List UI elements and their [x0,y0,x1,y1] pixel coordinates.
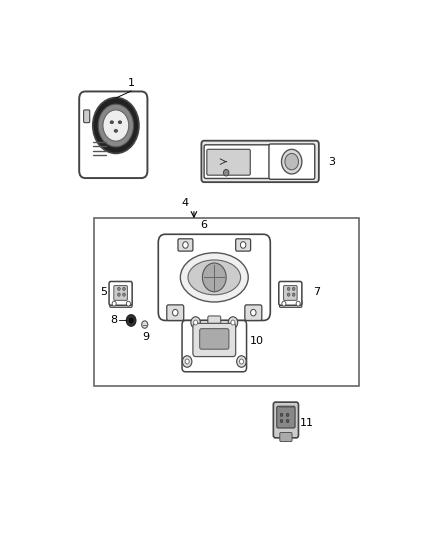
Text: 6: 6 [201,220,208,230]
Circle shape [293,293,295,296]
Circle shape [173,309,178,316]
FancyBboxPatch shape [280,432,292,441]
Circle shape [237,356,246,367]
FancyBboxPatch shape [236,239,251,251]
Circle shape [185,359,189,364]
FancyBboxPatch shape [273,402,298,438]
Circle shape [240,241,246,248]
Circle shape [286,413,289,416]
FancyBboxPatch shape [167,305,184,320]
Circle shape [141,321,148,328]
Text: 9: 9 [142,332,149,342]
Text: 4: 4 [182,198,189,208]
Circle shape [127,301,131,306]
Circle shape [93,98,139,154]
Ellipse shape [114,130,117,132]
Circle shape [98,104,134,147]
Text: 5: 5 [100,287,107,297]
Circle shape [285,154,298,170]
Circle shape [123,293,125,296]
FancyBboxPatch shape [269,144,315,179]
Circle shape [223,169,229,176]
Circle shape [293,287,295,290]
FancyBboxPatch shape [110,300,132,308]
Circle shape [282,149,302,174]
Circle shape [287,287,290,290]
Circle shape [103,110,129,141]
Circle shape [202,263,226,292]
FancyBboxPatch shape [158,235,270,320]
Circle shape [112,301,116,306]
FancyBboxPatch shape [279,281,302,305]
FancyBboxPatch shape [277,406,295,428]
Circle shape [282,301,286,306]
Circle shape [194,320,198,325]
FancyBboxPatch shape [178,239,193,251]
Ellipse shape [110,121,113,124]
FancyBboxPatch shape [208,316,221,327]
Circle shape [296,301,300,306]
Text: 8: 8 [110,316,117,326]
Circle shape [280,413,283,416]
Circle shape [251,309,256,316]
Text: 1: 1 [127,78,134,88]
FancyBboxPatch shape [182,320,247,372]
Circle shape [287,293,290,296]
Circle shape [123,287,125,290]
Text: 3: 3 [328,157,335,167]
Circle shape [286,419,289,423]
FancyBboxPatch shape [201,141,319,182]
FancyBboxPatch shape [283,286,297,301]
Circle shape [117,293,120,296]
FancyBboxPatch shape [114,286,127,301]
Circle shape [183,241,188,248]
Text: 10: 10 [250,336,264,346]
Circle shape [129,318,133,323]
FancyBboxPatch shape [193,324,236,357]
Circle shape [117,287,120,290]
FancyBboxPatch shape [207,149,250,175]
FancyBboxPatch shape [279,300,302,308]
FancyBboxPatch shape [109,281,132,305]
Circle shape [182,356,192,367]
Circle shape [240,359,244,364]
Circle shape [191,317,200,328]
Circle shape [280,419,283,423]
FancyBboxPatch shape [245,305,262,320]
Bar [94,218,359,386]
FancyBboxPatch shape [79,92,148,178]
Circle shape [231,320,235,325]
FancyBboxPatch shape [204,145,270,179]
Ellipse shape [180,253,248,302]
Text: 11: 11 [300,418,314,428]
Circle shape [127,314,136,326]
Ellipse shape [188,260,240,295]
Circle shape [228,317,238,328]
Text: 7: 7 [313,287,320,297]
FancyBboxPatch shape [200,329,229,349]
FancyBboxPatch shape [84,110,90,123]
Ellipse shape [118,121,122,124]
